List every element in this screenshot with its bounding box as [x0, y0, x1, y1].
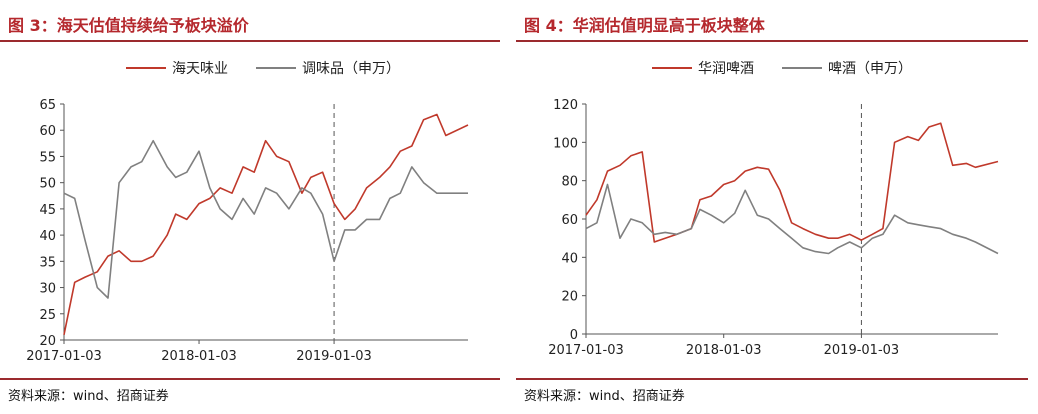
y-tick-label: 55: [39, 150, 56, 165]
y-tick-label: 20: [39, 334, 56, 349]
figure-4-source: 资料来源：wind、招商证券: [524, 389, 685, 404]
x-tick-label: 2018-01-03: [161, 349, 237, 364]
y-tick-label: 60: [561, 213, 578, 228]
y-tick-label: 35: [39, 255, 56, 270]
figure-3-chart: 20 25 30 35 40 45 50 55 60 65 2017-01-03 2018-01-03…: [26, 61, 469, 364]
series-line-0: [585, 122, 999, 243]
figure-3-panel: 图 3：海天估值持续给予板块溢价 20 25 30 35 40 45 50 55 60 65 201…: [0, 0, 512, 414]
x-tick-label: 2017-01-03: [26, 349, 102, 364]
y-tick-label: 65: [39, 98, 56, 113]
y-tick-label: 45: [39, 203, 56, 218]
legend-label-0: 华润啤酒: [698, 61, 754, 77]
y-tick-label: 40: [561, 251, 578, 266]
legend-label-1: 啤酒（申万）: [828, 61, 912, 77]
figure-3-top-rule: [0, 40, 500, 42]
y-tick-label: 100: [553, 136, 578, 151]
x-tick-label: 2019-01-03: [296, 349, 372, 364]
x-tick-label: 2017-01-03: [548, 343, 624, 358]
figure-4-panel: 图 4：华润估值明显高于板块整体 0 20 40 60 80 100 120 2017-01-…: [516, 0, 1038, 414]
y-tick-label: 25: [39, 308, 56, 323]
y-tick-label: 0: [570, 328, 578, 343]
y-tick-label: 120: [553, 98, 578, 113]
legend-label-1: 调味品（申万）: [302, 61, 400, 77]
series-line-0: [63, 113, 469, 335]
figure-4-chart: 0 20 40 60 80 100 120 2017-01-03 2018-01-03 2019-…: [548, 61, 999, 358]
figure-4-title: 图 4：华润估值明显高于板块整体: [524, 16, 765, 35]
series-line-1: [585, 183, 999, 255]
y-tick-label: 40: [39, 229, 56, 244]
y-tick-label: 80: [561, 175, 578, 190]
legend-label-0: 海天味业: [172, 61, 228, 77]
x-tick-label: 2018-01-03: [686, 343, 762, 358]
figure-4-bottom-rule: [516, 378, 1028, 380]
figure-4-top-rule: [516, 40, 1028, 42]
figure-3-source: 资料来源：wind、招商证券: [8, 389, 169, 404]
figure-3-bottom-rule: [0, 378, 500, 380]
y-tick-label: 20: [561, 290, 578, 305]
y-tick-label: 50: [39, 177, 56, 192]
series-line-1: [63, 139, 468, 299]
figure-3-title: 图 3：海天估值持续给予板块溢价: [8, 16, 249, 35]
y-tick-label: 60: [39, 124, 56, 139]
x-tick-label: 2019-01-03: [824, 343, 900, 358]
y-tick-label: 30: [39, 282, 56, 297]
